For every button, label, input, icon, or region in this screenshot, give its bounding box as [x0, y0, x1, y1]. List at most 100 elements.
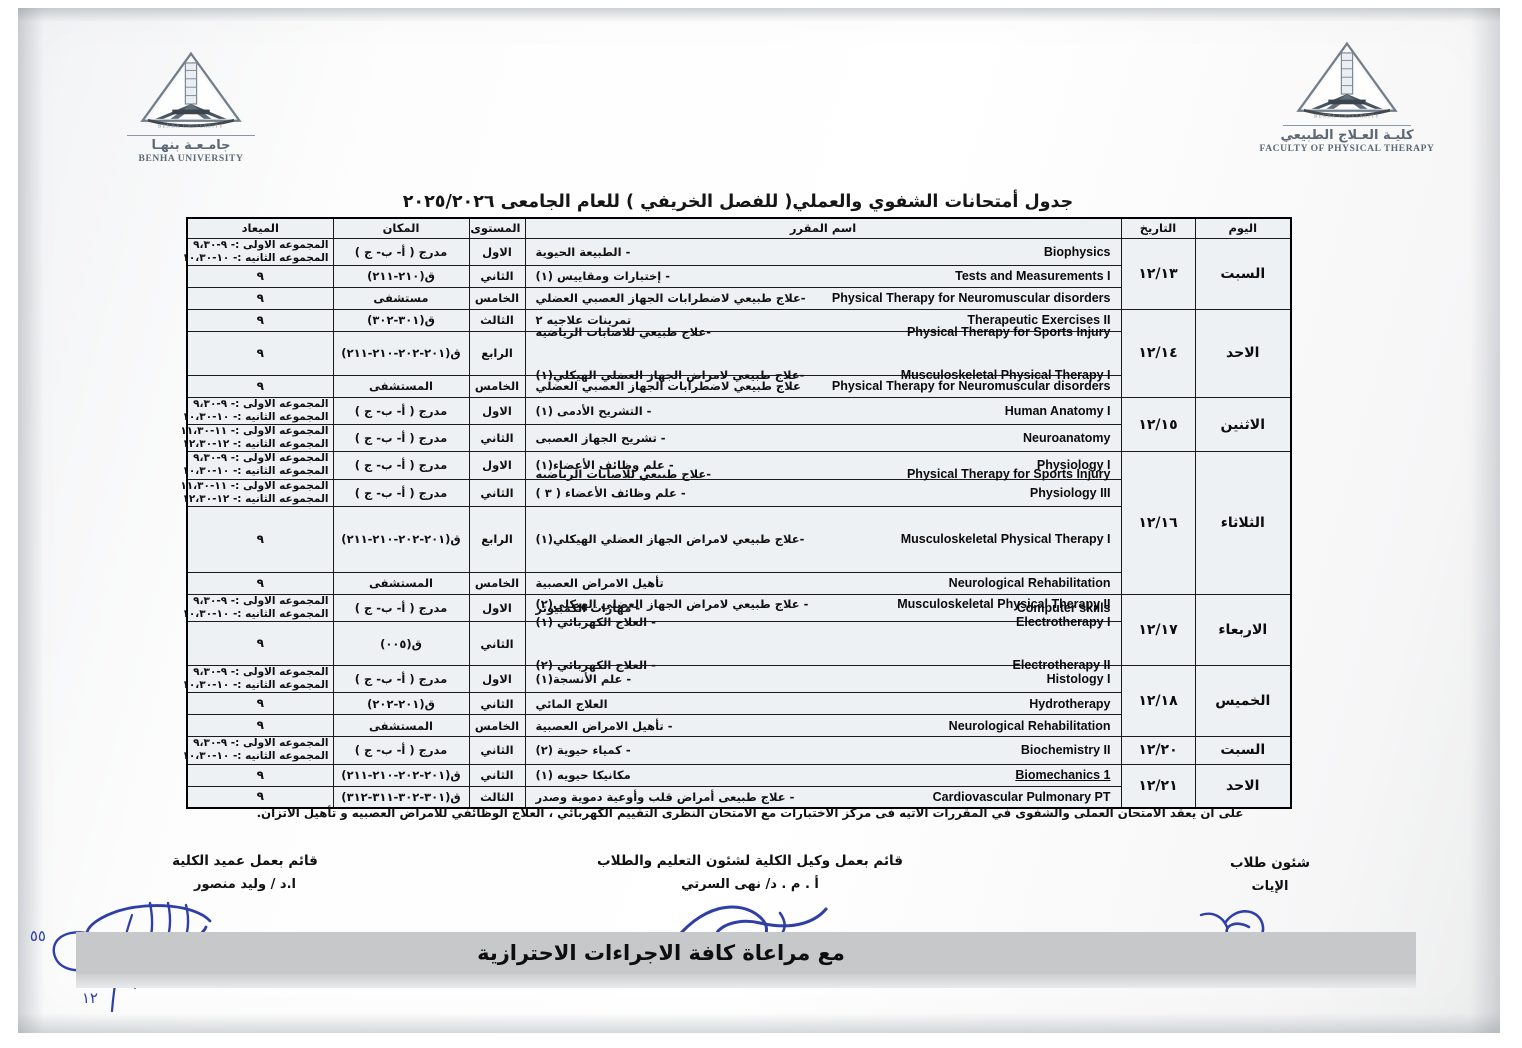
cell-time: المجموعه الاولى :- ٩-٩،٣٠ المجموعه الثاني… — [182, 593, 334, 623]
cell-date: ١٢/١٤ — [1120, 308, 1196, 398]
course-name-ar: - الطبيعة الحيوية — [535, 244, 631, 259]
cell-time: المجموعه الاولى :- ٩-٩،٣٠ المجموعه الثاني… — [182, 396, 334, 426]
table-row: الاثنين ١٢/١٥ Human Anatomy I - التشريح الأ… — [182, 396, 1292, 453]
logo-name-ar: كليـة العـلاج الطبيعي — [1280, 128, 1414, 143]
course-line: Physiology III - علم وظائف الأعضاء ( ٣ ) — [530, 480, 1117, 506]
faculty-of-physical-therapy-logo: BENHA UNIVERSITY كليـة العـلاج الطبيعي F… — [1252, 38, 1442, 154]
cell-time: ٩ — [186, 571, 334, 595]
course-name-ar: تأهيل الامراض العصبية — [535, 576, 664, 591]
header-level: المستوى — [468, 217, 526, 239]
course-line: Neurological Rehabilitation تأهيل الامراض… — [530, 573, 1117, 594]
course-name-ar: تمرينات علاجيه ٢ — [535, 313, 632, 328]
time-slot: ٩ — [256, 767, 264, 782]
cell-course: Biochemistry II - كمياء حيوية (٢) — [524, 736, 1122, 765]
cell-day: الاثنين — [1194, 396, 1292, 453]
signature-name: أ . م . د/ نهى السرتي — [681, 877, 819, 892]
cell-course: Histology I - علم الأنسجة(١) — [524, 664, 1122, 694]
course-name-en: Hydrotherapy — [1029, 696, 1111, 711]
table-row: Hydrotherapy العلاج المائي الثاني ق(٢٠١-٢٠٢… — [186, 692, 1291, 716]
svg-text:BENHA UNIVERSITY: BENHA UNIVERSITY — [158, 124, 224, 129]
cell-time: المجموعه الاولى :- ٩-٩،٣٠ المجموعه الثاني… — [182, 237, 334, 266]
cell-place: مدرج ( أ- ب- ج ) — [332, 423, 470, 453]
course-line: Musculoskeletal Physical Therapy II - علا… — [530, 572, 1117, 637]
time-slot: المجموعه الاولى :- ٩-٩،٣٠ — [193, 737, 329, 750]
cell-place: مدرج ( أ- ب- ج ) — [332, 451, 470, 480]
cell-level: الخامس — [468, 286, 526, 310]
cell-course: Neurological Rehabilitation تأهيل الامراض… — [524, 571, 1122, 595]
course-line: Physical Therapy for Sports Injury -علاج … — [530, 442, 1117, 507]
precaution-text: مع مراعاة كافة الاجراءات الاحترازية — [477, 941, 845, 965]
cell-time: ٩ — [186, 286, 334, 310]
course-name-en: Physiology I — [1036, 458, 1111, 473]
cell-course: Hydrotherapy العلاج المائي — [524, 692, 1122, 716]
header-row: اليوم التاريخ اسم المقرر المستوى المكان … — [186, 217, 1292, 239]
cell-time: المجموعه الاولى :- ١١-١١،٣٠ المجموعه الثا… — [180, 423, 334, 453]
cell-place: مدرج ( أ- ب- ج ) — [332, 736, 470, 765]
cell-day: السبت — [1194, 736, 1292, 765]
cell-place: ق(٣٠١-٣٠٢) — [332, 308, 470, 332]
time-slot: المجموعه الاولى :- ٩-٩،٣٠ — [193, 594, 329, 607]
course-line: Physical Therapy for Sports Injury -علاج … — [530, 310, 1117, 353]
course-name-en: Computer skills — [1016, 600, 1111, 615]
signature-name: الإيات — [1251, 879, 1289, 894]
cell-time: ٩ — [186, 330, 334, 376]
course-name-ar: -علاج طبيعي للاصابات الرياضيه — [535, 467, 712, 482]
cell-level: الثاني — [468, 264, 526, 288]
time-slot: المجموعه الثانيه :- ١٠-١٠،٣٠ — [182, 750, 329, 763]
cell-time: ٩ — [186, 763, 334, 787]
cell-course: Human Anatomy I - التشريح الأدمى (١) — [524, 396, 1122, 426]
course-name-ar: - علاج طبيعي لامراض الجهاز العضلي الهيكل… — [535, 597, 809, 612]
cell-day: الاحد — [1194, 763, 1292, 809]
exam-schedule-table: اليوم التاريخ اسم المقرر المستوى المكان … — [180, 217, 1292, 809]
cell-place: ق(٢١٠-٢١١) — [332, 264, 470, 288]
cell-course: Neuroanatomy - تشريح الجهاز العصبى — [524, 423, 1122, 453]
precaution-banner: مع مراعاة كافة الاجراءات الاحترازية — [76, 932, 1416, 974]
cell-place: مدرج ( أ- ب- ج ) — [332, 478, 470, 507]
table-row: Electrotherapy I - العلاج الكهربائي (١) El… — [186, 615, 1291, 672]
cell-place: ق(٢٠١-٢٠٢-٢١٠-٢١١) — [332, 330, 470, 376]
cell-level: الثاني — [468, 692, 526, 716]
signature-name: ا.د / وليد منصور — [194, 877, 296, 892]
table-row: Neurological Rehabilitation تأهيل الامراض… — [186, 571, 1291, 595]
course-line: Human Anatomy I - التشريح الأدمى (١) — [530, 398, 1117, 424]
signature-title: قائم بعمل عميد الكلية — [172, 853, 318, 869]
banner-shadow — [76, 974, 1416, 988]
course-name-en: Biophysics — [1043, 244, 1111, 259]
logo-name-ar: جامـعـة بنهـا — [151, 138, 231, 153]
cell-time: ٩ — [186, 714, 334, 738]
table-row: السبت ١٢/٢٠ Biochemistry II - كمياء حيوية (… — [182, 736, 1292, 765]
cell-place: مدرج ( أ- ب- ج ) — [332, 396, 470, 426]
course-name-ar: - مهارات الكمبيوتر — [535, 600, 641, 615]
course-name-ar: - العلاج الكهربائي (١) — [535, 615, 656, 629]
logo-divider — [127, 135, 255, 136]
cell-day: الثلاثاء — [1194, 451, 1292, 595]
course-name-en: Neurological Rehabilitation — [948, 718, 1111, 733]
cell-day: الاحد — [1194, 308, 1292, 398]
time-slot: المجموعه الثانيه :- ١٠-١٠،٣٠ — [182, 251, 329, 264]
course-name-ar: - إختبارات ومقاييس (١) — [535, 269, 671, 284]
course-name-en: Biochemistry II — [1020, 743, 1111, 758]
cell-course: Electrotherapy I - العلاج الكهربائي (١) El… — [524, 615, 1122, 672]
time-slot: ٩ — [256, 636, 264, 650]
cell-date: ١٢/٢٠ — [1120, 736, 1196, 765]
time-slot: ٩ — [256, 378, 264, 393]
course-line: Musculoskeletal Physical Therapy I -علاج … — [530, 507, 1117, 572]
course-name-en: Physical Therapy for Sports Injury — [906, 467, 1111, 482]
scan-shadow-top — [18, 8, 1500, 22]
cell-course: Tests and Measurements I - إختبارات ومقاي… — [524, 264, 1122, 288]
cell-course: Computer skills - مهارات الكمبيوتر — [524, 593, 1122, 623]
cell-course: Biomechanics 1 مكانيكا حيويه (١) — [524, 763, 1122, 787]
table-row: Physiology III - علم وظائف الأعضاء ( ٣ ) ا… — [180, 478, 1291, 507]
cell-course: Physical Therapy for Neuromuscular disor… — [524, 374, 1122, 398]
cell-time: المجموعه الاولى :- ١١-١١،٣٠ المجموعه الثا… — [180, 478, 334, 507]
table-row: السبت ١٢/١٣ Biophysics - الطبيعة الحيوية الا… — [182, 237, 1292, 310]
cell-course: Physiology III - علم وظائف الأعضاء ( ٣ ) — [524, 478, 1122, 507]
table-row: الاربعاء ١٢/١٧ Computer skills - مهارات الك… — [182, 593, 1292, 667]
cell-date: ١٢/١٧ — [1120, 593, 1196, 667]
course-name-en: Biomechanics 1 — [1015, 768, 1111, 782]
cell-date: ١٢/١٨ — [1120, 664, 1196, 738]
cell-day: السبت — [1194, 237, 1292, 310]
course-line: Tests and Measurements I - إختبارات ومقاي… — [530, 266, 1117, 287]
table-row: الاحد ١٢/١٤ Therapeutic Exercises II تمرينا… — [186, 308, 1292, 398]
table-row: Physical Therapy for Sports Injury -علاج … — [186, 325, 1291, 382]
